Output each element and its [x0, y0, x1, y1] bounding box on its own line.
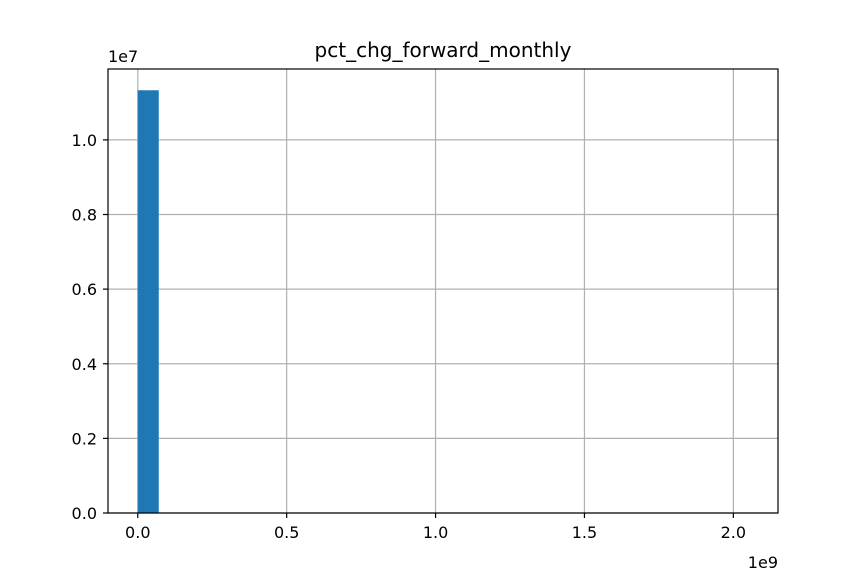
chart-title: pct_chg_forward_monthly — [315, 38, 572, 62]
x-tick-label-1: 0.5 — [274, 523, 299, 542]
x-tick-label-0: 0.0 — [125, 523, 150, 542]
y-tick-label-5: 1.0 — [72, 131, 97, 150]
y-tick-label-0: 0.0 — [72, 504, 97, 523]
grid-lines — [108, 69, 778, 514]
axis-ticks: 0.0 0.5 1.0 1.5 2.0 0.0 0.2 0.4 0.6 0.8 1.0 — [72, 131, 747, 542]
histogram-bar-0 — [137, 90, 159, 514]
x-tick-label-2: 1.0 — [423, 523, 448, 542]
y-tick-label-3: 0.6 — [72, 280, 97, 299]
y-tick-label-4: 0.8 — [72, 206, 97, 225]
y-tick-label-1: 0.2 — [72, 429, 97, 448]
bars — [137, 90, 159, 514]
x-axis-offset-label: 1e9 — [748, 553, 778, 572]
y-axis-offset-label: 1e7 — [108, 47, 138, 66]
y-tick-label-2: 0.4 — [72, 355, 97, 374]
x-tick-label-3: 1.5 — [572, 523, 597, 542]
x-tick-label-4: 2.0 — [721, 523, 746, 542]
plot-frame — [107, 68, 779, 514]
